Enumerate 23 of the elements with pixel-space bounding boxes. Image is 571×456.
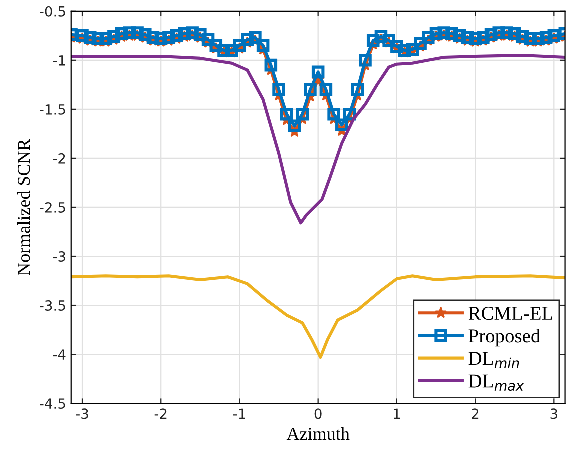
- x-tick-label: 0: [314, 408, 322, 420]
- y-tick-label: -0.5: [40, 6, 66, 17]
- legend-label: Proposed: [468, 329, 540, 347]
- x-tick-label: 2: [472, 408, 479, 419]
- x-tick-label: -2: [154, 408, 167, 419]
- y-tick-label: -3.5: [40, 300, 66, 311]
- x-axis-title: Azimuth: [286, 427, 350, 440]
- y-tick-label: -3: [53, 251, 66, 262]
- y-tick-label: -2.5: [40, 202, 66, 213]
- legend-label: RCML-EL: [468, 307, 552, 320]
- x-tick-label: 3: [550, 408, 558, 420]
- y-tick-label: -1: [53, 56, 66, 66]
- legend-label: DL$_{min}$: [468, 352, 520, 368]
- y-tick-label: -2: [53, 153, 66, 164]
- x-tick-label: 1: [394, 408, 400, 419]
- x-tick-label: -3: [76, 408, 88, 420]
- y-axis-title: Normalized SCNR: [17, 139, 30, 276]
- y-tick-label: -4.5: [40, 398, 66, 410]
- x-tick-label: -1: [233, 408, 246, 419]
- y-tick-label: -1.5: [40, 104, 66, 115]
- y-tick-label: -4: [53, 350, 66, 360]
- legend-label: DL$_{max}$: [468, 374, 524, 392]
- line-series: [71, 54, 566, 225]
